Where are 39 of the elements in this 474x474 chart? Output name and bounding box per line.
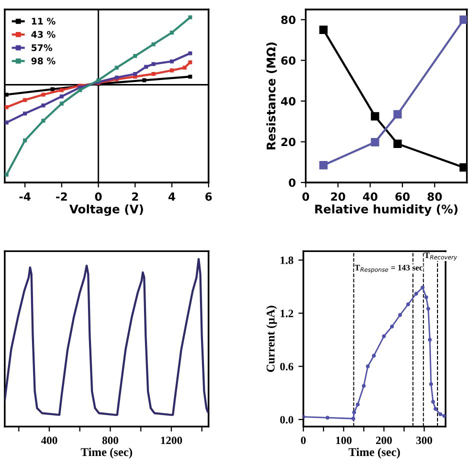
x-tick-label: -4 <box>19 192 31 201</box>
x-tick-label: 80 <box>428 192 442 201</box>
y-axis-title: Resistance (MΩ) <box>266 42 277 150</box>
x-tick-label: 200 <box>376 436 392 444</box>
y-axis-title: Current (µA) <box>266 306 277 372</box>
legend-label: 57% <box>32 44 52 52</box>
x-tick-label: 100 <box>336 436 352 444</box>
x-axis-title: Time (sec) <box>80 448 132 458</box>
x-tick-label: 800 <box>102 436 118 444</box>
y-tick-label: 0.6 <box>280 362 294 370</box>
x-tick-label: 300 <box>416 436 432 444</box>
x-tick-label: 2 <box>132 192 138 201</box>
legend-label: 11 % <box>32 18 56 25</box>
x-tick-label: 20 <box>331 192 346 201</box>
y-tick-label: 0.0 <box>280 416 294 424</box>
x-axis-title: Relative humidity (%) <box>315 204 458 216</box>
x-tick-label: 60 <box>395 192 410 201</box>
x-axis-title: Voltage (V) <box>69 204 144 216</box>
x-tick-label: 4 <box>168 192 176 201</box>
x-tick-label: 0 <box>301 436 306 444</box>
y-tick-label: 80 <box>281 16 296 24</box>
y-tick-label: 40 <box>281 97 296 106</box>
x-tick-label: 0 <box>302 192 310 201</box>
y-tick-label: 1.2 <box>280 310 294 318</box>
x-tick-label: 40 <box>362 192 378 201</box>
y-tick-label: 60 <box>281 56 296 65</box>
x-axis-title: Time (sec) <box>348 448 400 458</box>
y-tick-label: 0 <box>288 178 296 187</box>
y-tick-label: 1.8 <box>280 256 294 264</box>
legend-label: 43 % <box>31 31 56 38</box>
x-tick-label: 400 <box>41 436 58 444</box>
annotation: T$_{Recovery}$ <box>424 252 458 261</box>
x-tick-label: -2 <box>56 192 67 201</box>
annotation: T$_{Response}$ = 143 sec <box>354 264 423 273</box>
x-tick-label: 1200 <box>161 436 182 444</box>
x-tick-label: 0 <box>95 192 102 201</box>
y-tick-label: 20 <box>281 138 296 146</box>
x-tick-label: 6 <box>205 192 212 201</box>
legend-label: 98 % <box>31 58 56 64</box>
